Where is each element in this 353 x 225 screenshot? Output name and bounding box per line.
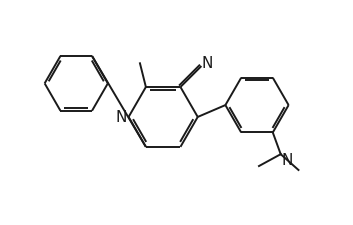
- Text: N: N: [202, 55, 213, 70]
- Text: N: N: [116, 110, 127, 125]
- Text: N: N: [282, 153, 293, 167]
